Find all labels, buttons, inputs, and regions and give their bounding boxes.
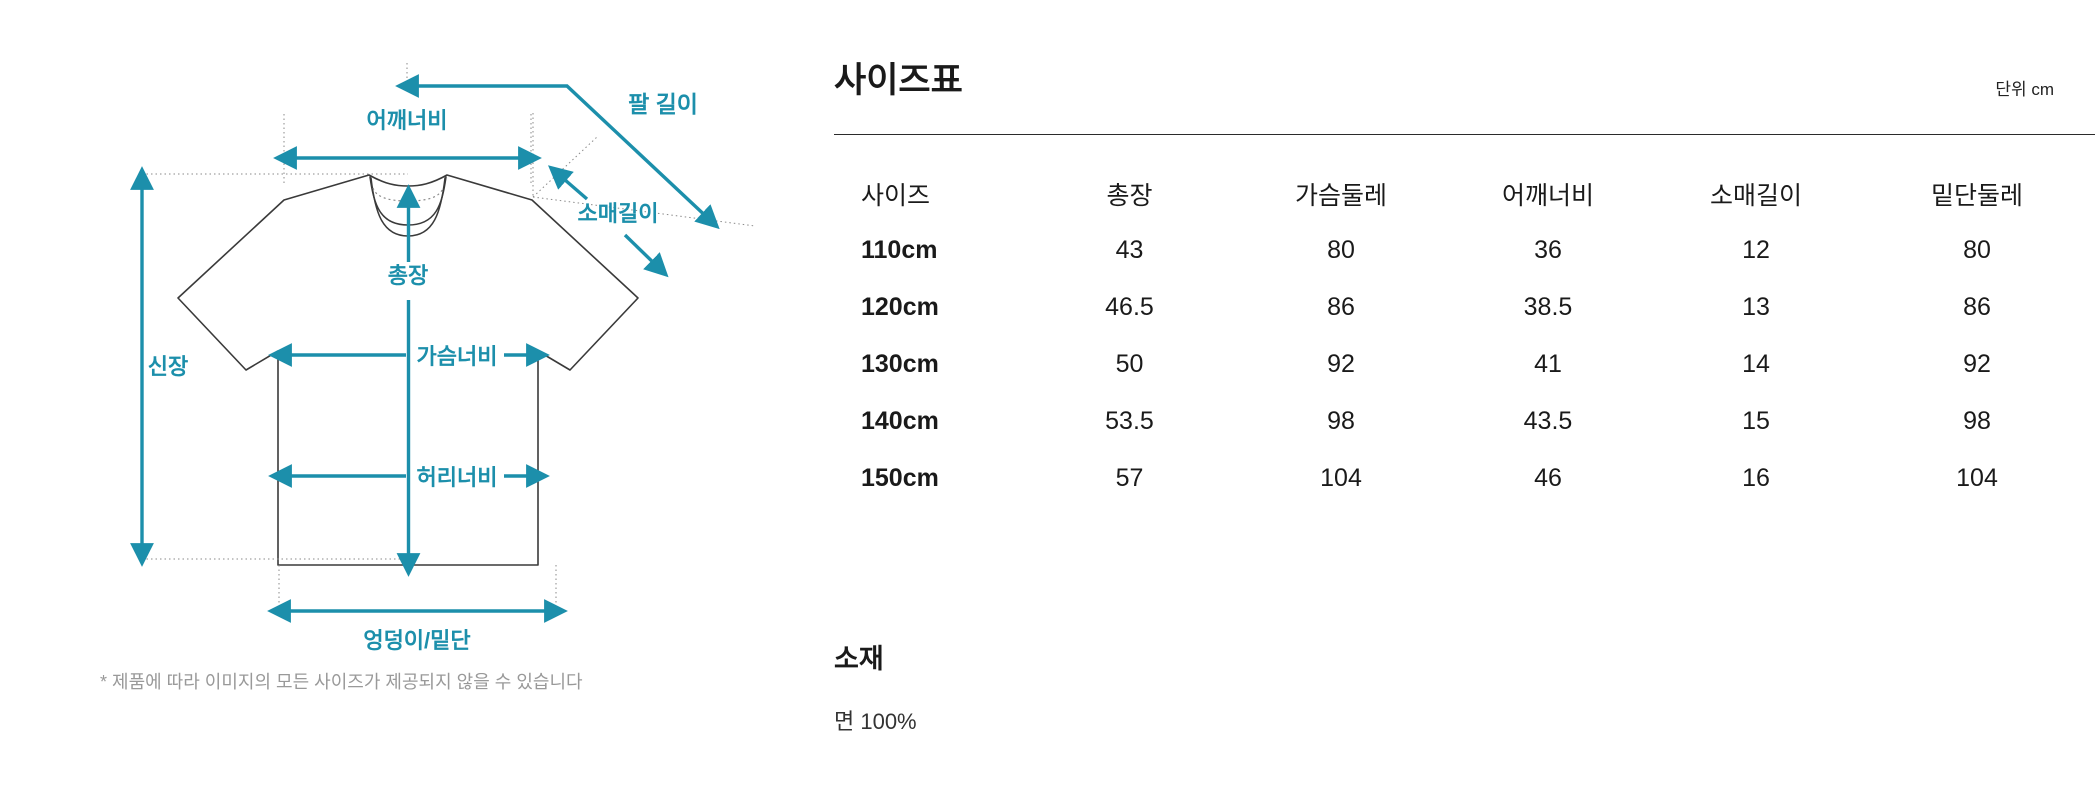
svg-text:어깨너비: 어깨너비 bbox=[367, 108, 448, 133]
svg-text:가슴너비: 가슴너비 bbox=[417, 344, 498, 369]
svg-text:엉덩이/밑단: 엉덩이/밑단 bbox=[363, 628, 470, 653]
svg-text:팔 길이: 팔 길이 bbox=[628, 91, 698, 117]
svg-text:총장: 총장 bbox=[388, 263, 428, 288]
svg-text:* 제품에 따라 이미지의 모든 사이즈가 제공되지 않을: * 제품에 따라 이미지의 모든 사이즈가 제공되지 않을 수 있습니다 bbox=[100, 672, 583, 692]
svg-text:허리너비: 허리너비 bbox=[417, 465, 498, 490]
svg-text:신장: 신장 bbox=[148, 354, 188, 379]
svg-text:소매길이: 소매길이 bbox=[578, 201, 659, 226]
